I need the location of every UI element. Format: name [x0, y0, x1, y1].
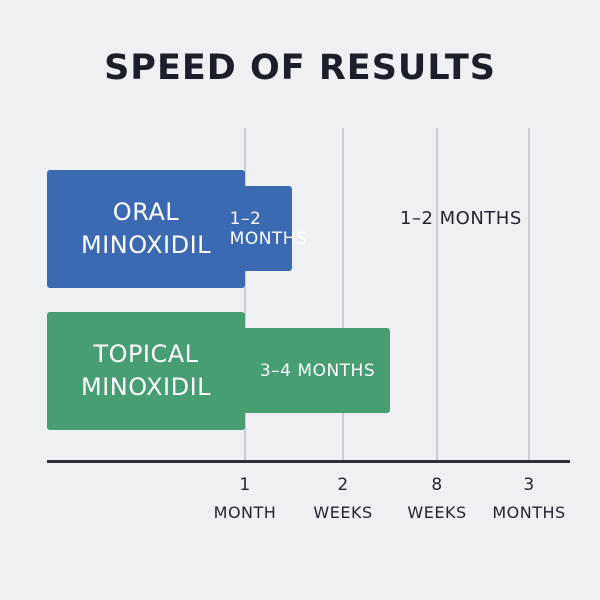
gridline-1	[244, 128, 246, 460]
outside-label-oral: 1–2 MONTHS	[400, 208, 522, 229]
gridline-2	[342, 128, 344, 460]
x-tick-1-unit: MONTH	[213, 503, 277, 522]
x-tick-3-unit: WEEKS	[407, 503, 467, 522]
x-tick-2-num: 2	[337, 475, 349, 495]
bar-label-topical: 3–4 MONTHS	[259, 360, 376, 381]
category-label-oral: ORAL MINOXIDIL	[47, 170, 245, 288]
x-axis	[47, 460, 570, 463]
x-tick-3: 8 WEEKS	[392, 472, 482, 526]
x-tick-4: 3 MONTHS	[484, 472, 574, 526]
x-tick-2-unit: WEEKS	[313, 503, 373, 522]
x-tick-1-num: 1	[239, 475, 251, 495]
bar-label-oral: 1–2 MONTHS	[229, 208, 308, 249]
x-tick-2: 2 WEEKS	[298, 472, 388, 526]
chart-title: SPEED OF RESULTS	[104, 48, 496, 88]
x-tick-4-unit: MONTHS	[492, 503, 566, 522]
bar-oral: 1–2 MONTHS	[230, 186, 307, 271]
x-tick-4-num: 3	[523, 475, 535, 495]
x-tick-1: 1 MONTH	[200, 472, 290, 526]
gridline-3	[436, 128, 438, 460]
gridline-4	[528, 128, 530, 460]
bar-topical: 3–4 MONTHS	[245, 328, 390, 413]
x-tick-3-num: 8	[431, 475, 443, 495]
category-label-topical: TOPICAL MINOXIDIL	[47, 312, 245, 430]
